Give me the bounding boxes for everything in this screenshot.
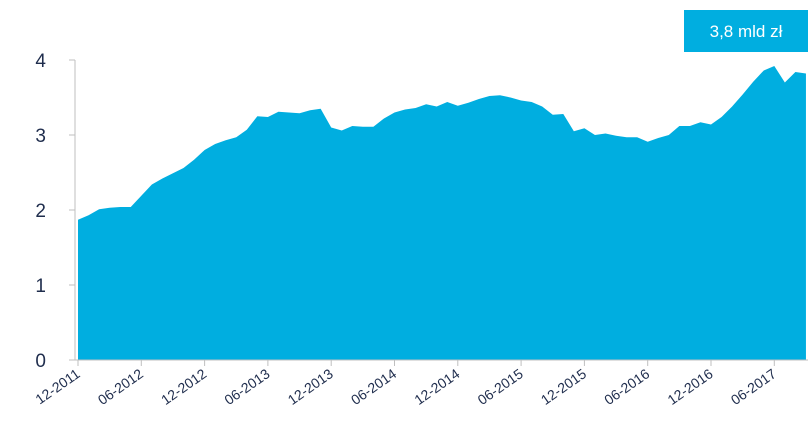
value-callout: 3,8 mld zł — [684, 10, 808, 52]
area-layer — [78, 66, 806, 360]
x-tick-label: 06-2012 — [95, 365, 146, 408]
x-tick-label: 06-2017 — [728, 365, 779, 408]
callout-box — [684, 10, 808, 52]
y-tick-label: 1 — [35, 276, 46, 297]
x-tick-label: 06-2013 — [221, 365, 272, 408]
y-tick-label: 2 — [35, 201, 46, 222]
x-tick-label: 12-2012 — [158, 365, 209, 408]
x-tick-label: 12-2013 — [285, 365, 336, 408]
callout-label: 3,8 mld zł — [710, 22, 783, 41]
area-series — [78, 66, 806, 360]
x-ticks: 12-2011 06-2012 12-2012 06-2013 12-2013 06-20… — [32, 360, 779, 408]
y-tick-label: 0 — [35, 351, 46, 372]
x-tick-label: 06-2016 — [601, 365, 652, 408]
y-ticks: 0 1 2 3 4 — [35, 51, 75, 372]
x-tick-label: 06-2015 — [475, 365, 526, 408]
x-tick-label: 06-2014 — [348, 365, 399, 408]
x-tick-label: 12-2015 — [538, 365, 589, 408]
x-tick-label: 12-2014 — [411, 365, 462, 408]
y-tick-label: 3 — [35, 126, 46, 147]
y-tick-label: 4 — [35, 51, 46, 72]
x-tick-label: 12-2016 — [664, 365, 715, 408]
